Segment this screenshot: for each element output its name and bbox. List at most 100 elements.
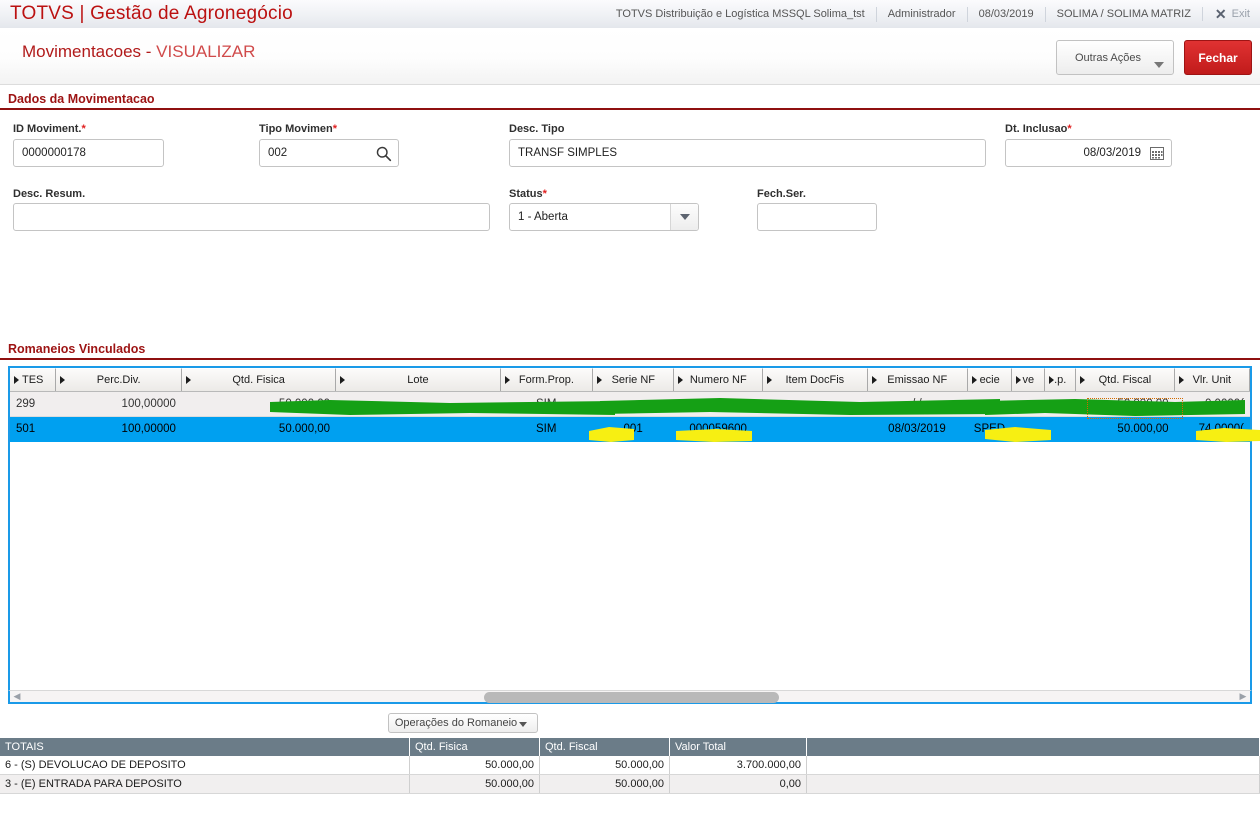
column-menu-icon[interactable] <box>971 376 977 384</box>
column-menu-icon[interactable] <box>678 376 684 384</box>
grid-column-header[interactable]: Vlr. Unit <box>1174 368 1250 391</box>
table-cell: 100,00000 <box>121 423 176 435</box>
grid-column-header[interactable]: Item DocFis <box>763 368 868 391</box>
grid-column-header[interactable]: Serie NF <box>593 368 675 391</box>
grid-column-header[interactable]: Perc.Div. <box>56 368 182 391</box>
input-tipo-movimen[interactable]: 002 <box>259 139 399 167</box>
table-cell: 50.000,00 <box>278 423 331 435</box>
table-row[interactable]: 299 100,00000 50.000,00 SIM / /50.000,00 0,00… <box>10 392 1250 417</box>
totals-column-header <box>807 738 1260 756</box>
table-cell <box>763 417 867 442</box>
label-fech-ser: Fech.Ser. <box>757 188 806 200</box>
input-desc-tipo[interactable]: TRANSF SIMPLES <box>509 139 986 167</box>
scroll-right-icon[interactable]: ▶ <box>1239 691 1247 701</box>
select-status-value: 1 - Aberta <box>518 211 568 223</box>
input-fech-ser[interactable] <box>757 203 877 231</box>
input-desc-resum[interactable] <box>13 203 490 231</box>
column-menu-icon[interactable] <box>185 376 191 384</box>
column-menu-icon[interactable] <box>504 376 510 384</box>
totals-cell: 50.000,00 <box>540 756 670 774</box>
label-id-moviment: ID Moviment.* <box>13 123 86 135</box>
table-row[interactable]: 501 100,00000 50.000,00 SIM 001 000059600 08/0… <box>10 417 1250 442</box>
search-icon[interactable] <box>375 145 392 162</box>
header-actions: Outras Ações Fechar <box>1056 40 1252 75</box>
grid-column-header[interactable]: ecie <box>967 368 1013 391</box>
input-dt-inclusao[interactable]: 08/03/2019 <box>1005 139 1172 167</box>
table-cell <box>1012 392 1045 417</box>
grid-column-header[interactable]: TES <box>10 368 57 391</box>
grid-column-header[interactable]: Lote <box>336 368 501 391</box>
column-menu-icon[interactable] <box>340 376 346 384</box>
totals-cell: 3 - (E) ENTRADA PARA DEPOSITO <box>0 775 410 793</box>
totals-cell <box>807 756 1260 774</box>
column-menu-icon[interactable] <box>1016 376 1022 384</box>
romaneios-grid[interactable]: TES Perc.Div. Qtd. Fisica Lote Form.Prop. Ser… <box>8 366 1252 704</box>
table-cell: 001 <box>623 423 643 435</box>
app-brand-title: TOTVS | Gestão de Agronegócio <box>10 3 293 24</box>
input-tipo-movimen-value: 002 <box>268 147 288 159</box>
table-cell <box>593 392 674 417</box>
table-cell <box>674 392 763 417</box>
grid-column-header[interactable]: Qtd. Fisica <box>181 368 337 391</box>
label-tipo-movimen-text: Tipo Movimen <box>259 123 333 135</box>
required-marker: * <box>81 123 86 135</box>
user-label: Administrador <box>875 6 967 22</box>
table-cell: 74,0000( <box>1198 423 1244 435</box>
input-id-moviment[interactable]: 0000000178 <box>13 139 164 167</box>
grid-column-header[interactable]: Form.Prop. <box>500 368 594 391</box>
section-romaneios-vinculados: Romaneios Vinculados <box>0 342 1260 360</box>
table-cell <box>1045 417 1076 442</box>
input-dt-inclusao-value: 08/03/2019 <box>1083 147 1141 159</box>
column-menu-icon[interactable] <box>60 376 66 384</box>
totals-body: 6 - (S) DEVOLUCAO DE DEPOSITO 50.000,00 50… <box>0 756 1260 794</box>
column-menu-icon[interactable] <box>767 376 773 384</box>
column-menu-icon[interactable] <box>597 376 603 384</box>
label-id-moviment-text: ID Moviment. <box>13 123 82 135</box>
table-cell: SIM <box>535 423 557 435</box>
column-menu-icon[interactable] <box>1049 376 1055 384</box>
select-status-toggle[interactable] <box>670 204 698 230</box>
grid-column-header[interactable]: ve <box>1012 368 1046 391</box>
table-cell: / / <box>912 397 922 410</box>
exit-button[interactable]: ✕ Exit <box>1201 7 1256 21</box>
label-dt-inclusao-text: Dt. Inclusao <box>1005 123 1068 135</box>
totals-column-header: TOTAIS <box>0 738 410 756</box>
close-button[interactable]: Fechar <box>1184 40 1252 75</box>
grid-column-header-label: Perc.Div. <box>96 374 141 386</box>
other-actions-button[interactable]: Outras Ações <box>1056 40 1174 75</box>
grid-column-header[interactable]: Emissao NF <box>867 368 968 391</box>
column-menu-icon[interactable] <box>1178 376 1184 384</box>
grid-column-header-label: Qtd. Fisica <box>232 374 285 386</box>
grid-horizontal-scrollbar[interactable]: ◀ ▶ <box>8 690 1252 704</box>
chevron-down-icon <box>679 214 690 220</box>
scroll-left-icon[interactable]: ◀ <box>13 691 21 701</box>
totals-cell: 50.000,00 <box>410 775 540 793</box>
grid-column-header-label: ecie <box>979 374 1000 386</box>
grid-column-header[interactable]: Qtd. Fiscal <box>1076 368 1175 391</box>
grid-column-header[interactable]: .p. <box>1045 368 1077 391</box>
page-title-mode: VISUALIZAR <box>156 42 256 61</box>
section-title-dados: Dados da Movimentacao <box>8 92 155 106</box>
totals-row: 6 - (S) DEVOLUCAO DE DEPOSITO 50.000,00 50… <box>0 756 1260 775</box>
column-menu-icon[interactable] <box>14 376 19 384</box>
scrollbar-track[interactable] <box>24 691 1236 703</box>
operations-romaneio-label: Operações do Romaneio <box>394 717 518 729</box>
column-menu-icon[interactable] <box>1080 376 1086 384</box>
operations-romaneio-button[interactable]: Operações do Romaneio <box>388 713 538 733</box>
table-cell: 08/03/2019 <box>888 423 946 435</box>
table-cell <box>336 392 500 417</box>
totals-cell: 3.700.000,00 <box>670 756 807 774</box>
select-status[interactable]: 1 - Aberta <box>509 203 699 231</box>
table-cell <box>763 392 867 417</box>
grid-body[interactable]: 299 100,00000 50.000,00 SIM / / 50.000,00 0,00… <box>10 392 1250 678</box>
calendar-icon[interactable] <box>1150 147 1164 160</box>
grid-header-row: TES Perc.Div. Qtd. Fisica Lote Form.Prop. Ser… <box>10 368 1250 392</box>
totals-cell: 0,00 <box>670 775 807 793</box>
column-menu-icon[interactable] <box>871 376 877 384</box>
grid-column-header-label: .p. <box>1054 374 1067 386</box>
page-title-main: Movimentacoes - <box>22 42 157 61</box>
grid-column-header[interactable]: Numero NF <box>674 368 764 391</box>
label-status-text: Status <box>509 188 543 200</box>
scrollbar-thumb[interactable] <box>484 691 779 703</box>
